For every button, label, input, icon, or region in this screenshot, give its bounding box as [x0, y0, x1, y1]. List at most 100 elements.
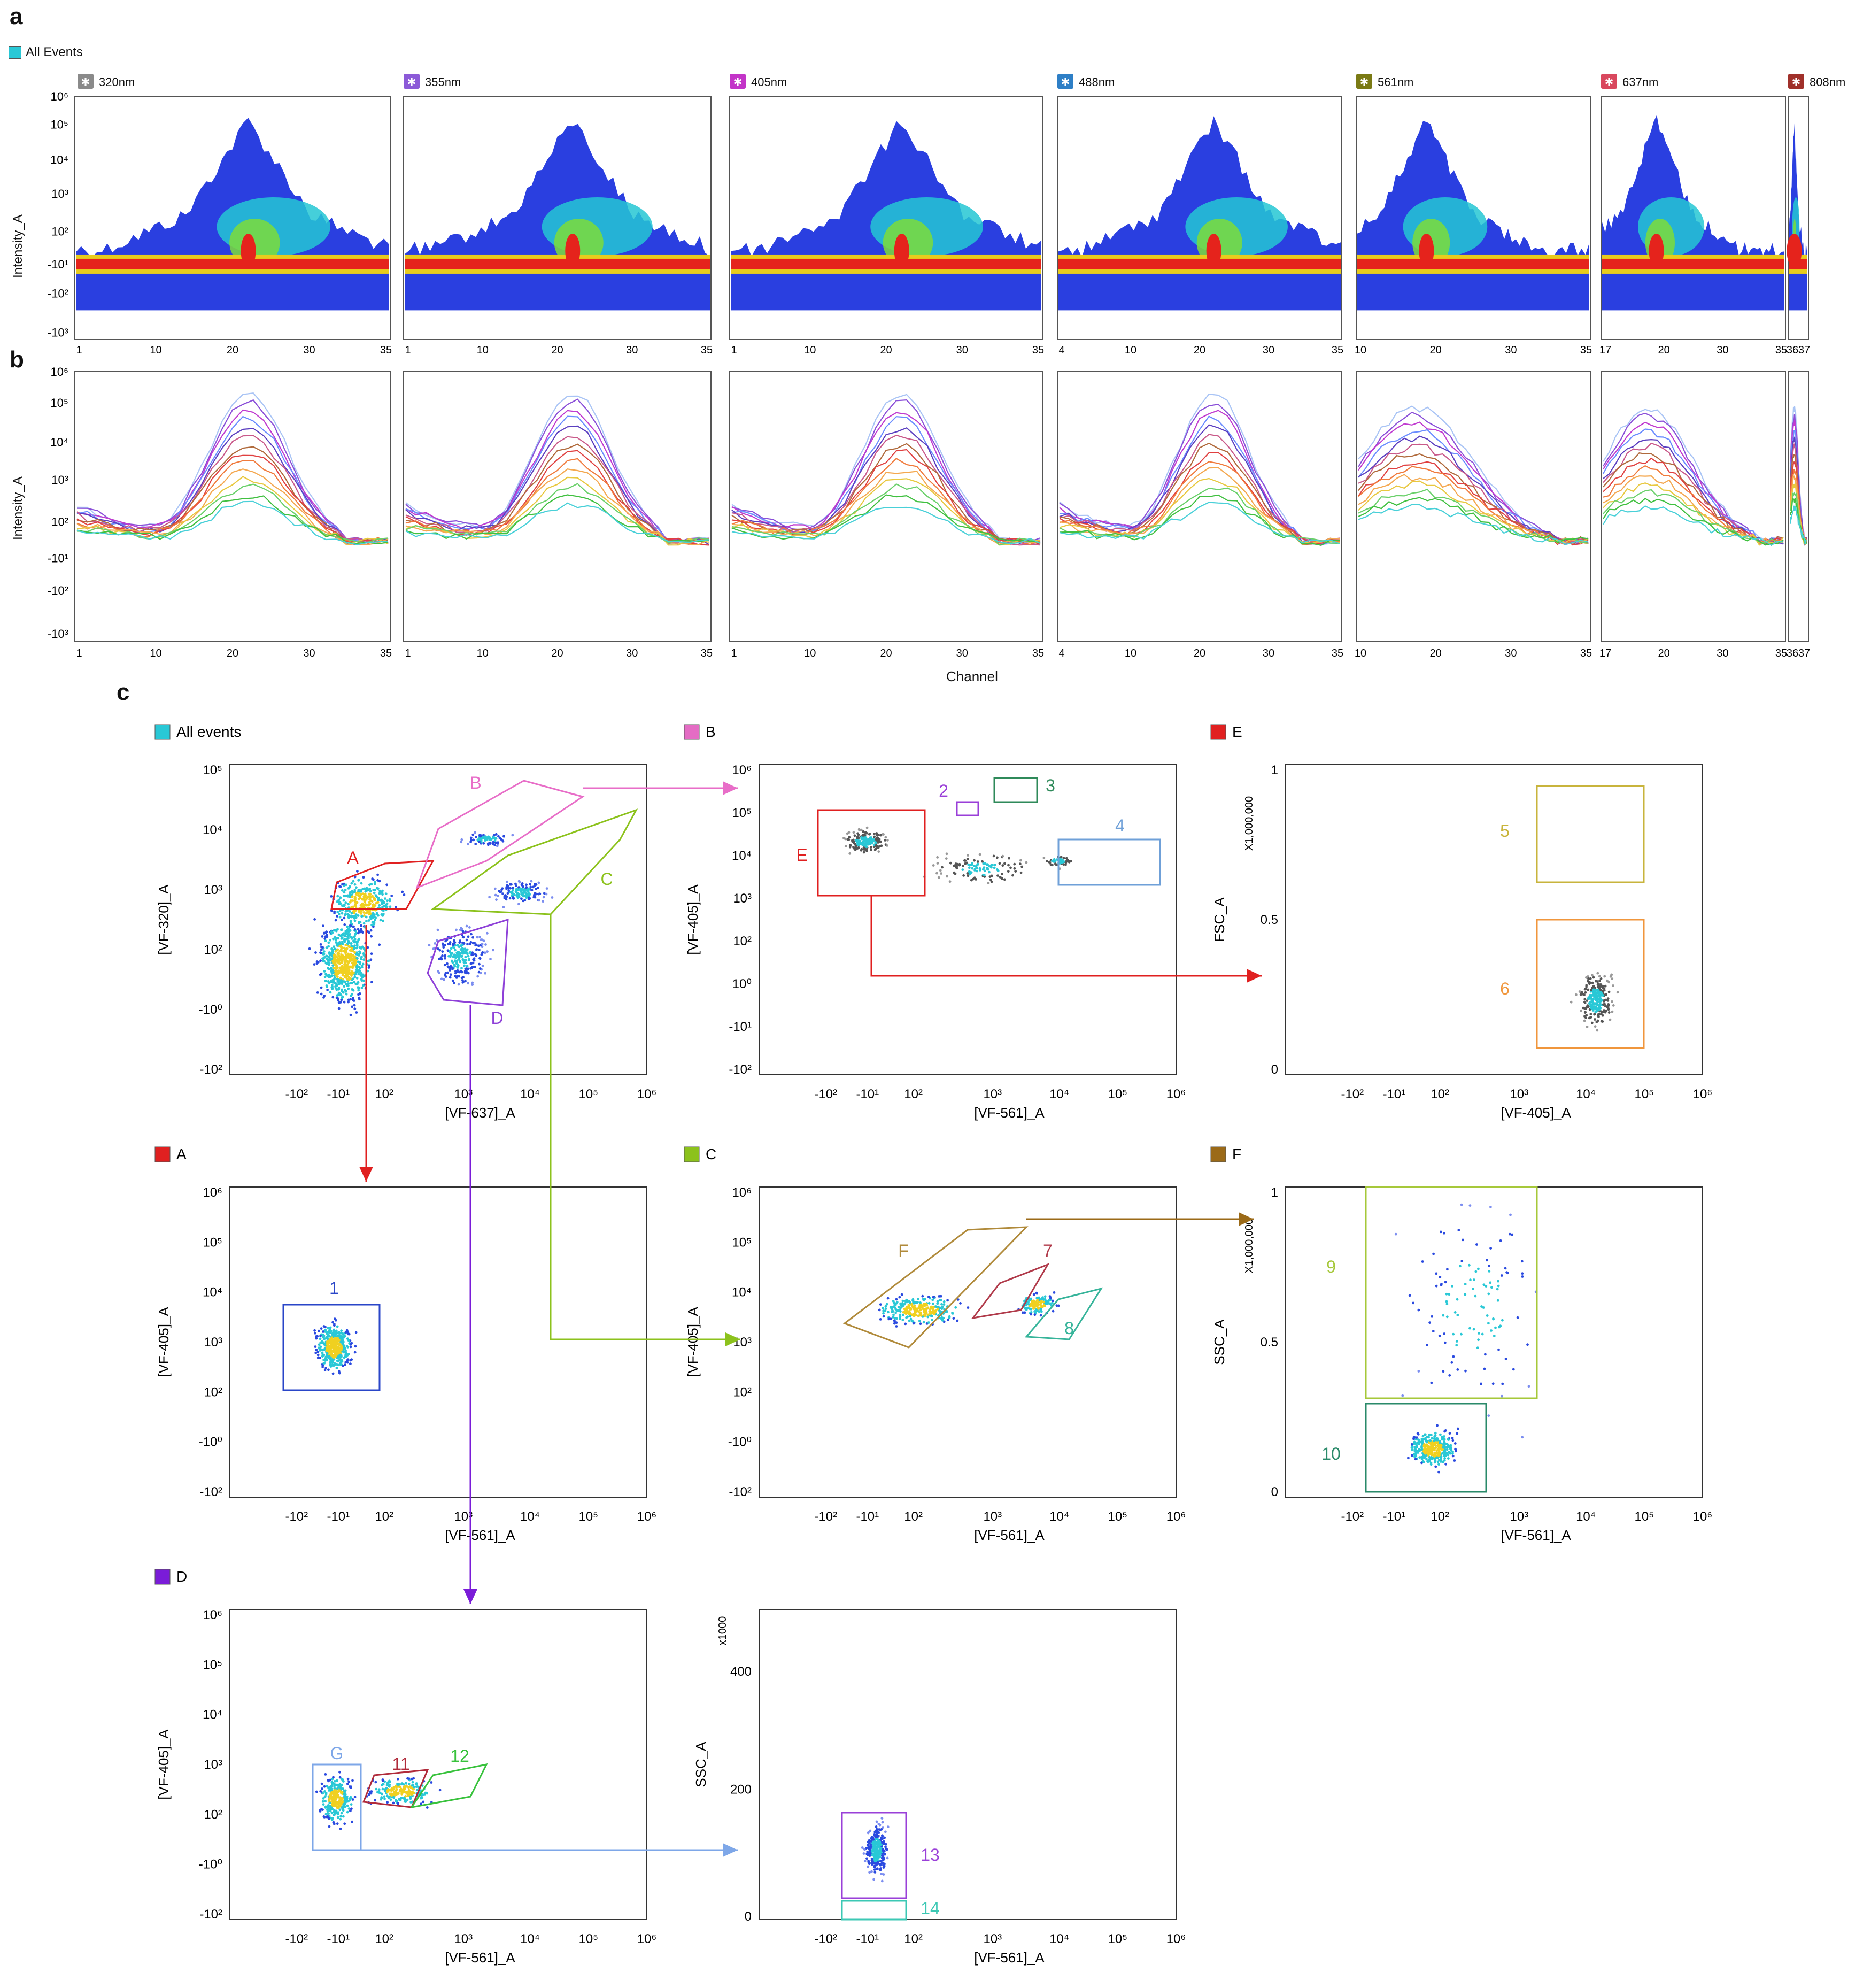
laser-header-808nm: ✱ 808nm [1788, 74, 1845, 89]
event-dot-mid [976, 860, 979, 863]
arrow-d-head [463, 1589, 477, 1604]
event-dot-B [487, 835, 490, 838]
event-dot-F [884, 1305, 887, 1308]
event-dot-4 [1062, 863, 1065, 866]
event-dot-all [341, 954, 344, 957]
event-dot-E [860, 847, 863, 851]
event-dot-F [922, 1321, 925, 1324]
event-dot-F [891, 1316, 894, 1319]
y-tick: 1 [1271, 763, 1278, 777]
x-tick: 10⁵ [578, 1932, 598, 1946]
event-dot-F [926, 1313, 930, 1316]
event-dot-B [471, 833, 475, 836]
event-dot-D [444, 975, 447, 978]
event-dot-all [349, 933, 351, 936]
y-axis-label: [VF-405]_A [156, 1307, 172, 1377]
scatter-plot-all-events: All events-10² -10¹ 10² 10³ 10⁴ 10⁵ 10⁶[VF-637… [154, 723, 656, 1121]
event-dot-E [870, 837, 872, 840]
event-dot-F [929, 1312, 932, 1315]
event-dot-g1 [313, 1329, 316, 1332]
event-dot-g13 [868, 1839, 871, 1842]
event-dot-D [459, 948, 462, 951]
event-dot-C [509, 887, 512, 890]
event-dot-G [336, 1816, 339, 1819]
event-dot-g9 [1417, 1308, 1420, 1312]
gate-label-B: B [470, 773, 481, 792]
event-dot-A [338, 903, 341, 905]
event-dot-E [861, 842, 864, 844]
event-dot-g8 [1039, 1314, 1042, 1317]
x-tick: -10¹ [327, 1509, 350, 1524]
event-dot-D [451, 967, 454, 970]
event-dot-C [530, 880, 533, 883]
event-dot-g13 [869, 1846, 872, 1850]
event-dot-g6 [1584, 987, 1588, 990]
event-dot-g8 [1023, 1311, 1026, 1314]
event-dot-g9 [1497, 1348, 1500, 1351]
event-dot-mid [974, 865, 977, 868]
event-dot-A [362, 896, 366, 899]
event-dot-A [344, 901, 347, 904]
event-dot-G [321, 1808, 324, 1812]
event-dot-all [323, 956, 326, 959]
event-dot-G [335, 1801, 338, 1804]
event-dot-g11 [421, 1793, 424, 1796]
event-dot-g11 [420, 1802, 423, 1806]
event-dot-F [927, 1301, 931, 1305]
event-dot-g1 [335, 1367, 338, 1369]
event-dot-g9 [1455, 1340, 1458, 1343]
event-dot-all [337, 988, 341, 991]
event-dot-g1 [319, 1335, 322, 1337]
event-dot-mid [971, 867, 974, 870]
event-dot-g1 [331, 1361, 334, 1364]
laser-header-561nm: ✱ 561nm [1356, 74, 1413, 89]
event-dot-F [913, 1304, 916, 1307]
event-dot-mid [1020, 865, 1024, 868]
event-dot-g1 [329, 1357, 332, 1360]
event-dot-g6 [1597, 1015, 1600, 1018]
event-dot-all [328, 953, 331, 956]
event-dot-all [340, 998, 343, 1001]
heatmap-xtick: 36 [1787, 344, 1798, 356]
event-dot-g8 [1040, 1307, 1042, 1311]
event-dot-mid [988, 870, 991, 874]
event-dot-F [923, 1309, 926, 1313]
line-series-11 [1603, 482, 1784, 546]
event-dot-F [931, 1298, 934, 1301]
gate-B [415, 780, 585, 889]
event-dot-A [370, 900, 374, 903]
event-dot-g9 [1480, 1382, 1482, 1385]
event-dot-A [350, 914, 353, 918]
event-dot-g9 [1482, 1283, 1486, 1286]
line-series-7 [1358, 453, 1589, 546]
y-tick: 10³ [733, 891, 752, 906]
event-dot-g9 [1456, 1298, 1459, 1301]
event-dot-g6 [1595, 999, 1598, 1003]
event-dot-g9 [1455, 1344, 1458, 1347]
event-dot-mid [988, 865, 991, 868]
event-dot-A [346, 895, 350, 898]
event-dot-g10 [1431, 1447, 1433, 1450]
event-dot-g1 [322, 1334, 326, 1337]
line-panel-405nm: 1 10 20 30 35 [729, 371, 1044, 659]
event-dot-g6 [1616, 991, 1619, 994]
gate-label-g8: 8 [1064, 1319, 1074, 1338]
event-dot-g1 [346, 1345, 350, 1349]
event-dot-G [339, 1801, 342, 1805]
event-dot-F [895, 1321, 898, 1324]
event-dot-g6 [1609, 1018, 1612, 1021]
event-dot-all [336, 967, 339, 970]
event-dot-all [337, 937, 340, 940]
event-dot-mid [1001, 864, 1004, 867]
heatmap-peak [241, 233, 256, 268]
event-dot-all [378, 943, 381, 946]
event-dot-g1 [319, 1341, 322, 1344]
arrow-c-head [725, 1332, 740, 1346]
event-dot-all [346, 925, 349, 928]
line-xtick: 20 [551, 648, 563, 659]
gate-label-C: C [600, 869, 613, 889]
event-dot-all [341, 957, 344, 960]
event-dot-mid [972, 877, 975, 881]
event-dot-D [467, 982, 469, 985]
event-dot-F [908, 1319, 911, 1322]
